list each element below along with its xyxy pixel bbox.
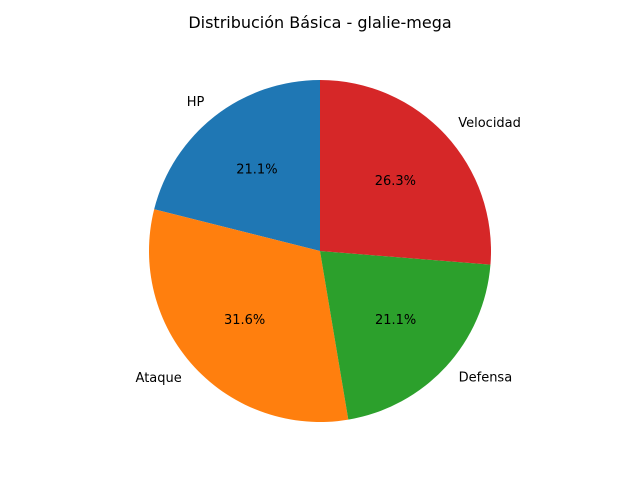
slice-percent-defensa: 21.1% <box>375 313 416 328</box>
slice-percent-ataque: 31.6% <box>224 313 265 328</box>
pie-slice-velocidad <box>320 80 491 265</box>
pie-slice-ataque <box>149 209 349 423</box>
slice-label-velocidad: Velocidad <box>458 116 521 131</box>
slice-label-hp: HP <box>187 95 205 110</box>
pie-slices <box>149 80 491 423</box>
pie-slice-hp <box>154 80 320 251</box>
chart-title: Distribución Básica - glalie-mega <box>188 13 451 32</box>
slice-label-defensa: Defensa <box>459 371 513 386</box>
slice-percent-velocidad: 26.3% <box>375 174 416 189</box>
slice-label-ataque: Ataque <box>136 371 182 386</box>
pie-slice-defensa <box>320 251 491 420</box>
pie-labels: HP 21.1% Ataque 31.6% Defensa 21.1% Velocidad 2… <box>136 95 521 386</box>
slice-percent-hp: 21.1% <box>236 163 277 178</box>
